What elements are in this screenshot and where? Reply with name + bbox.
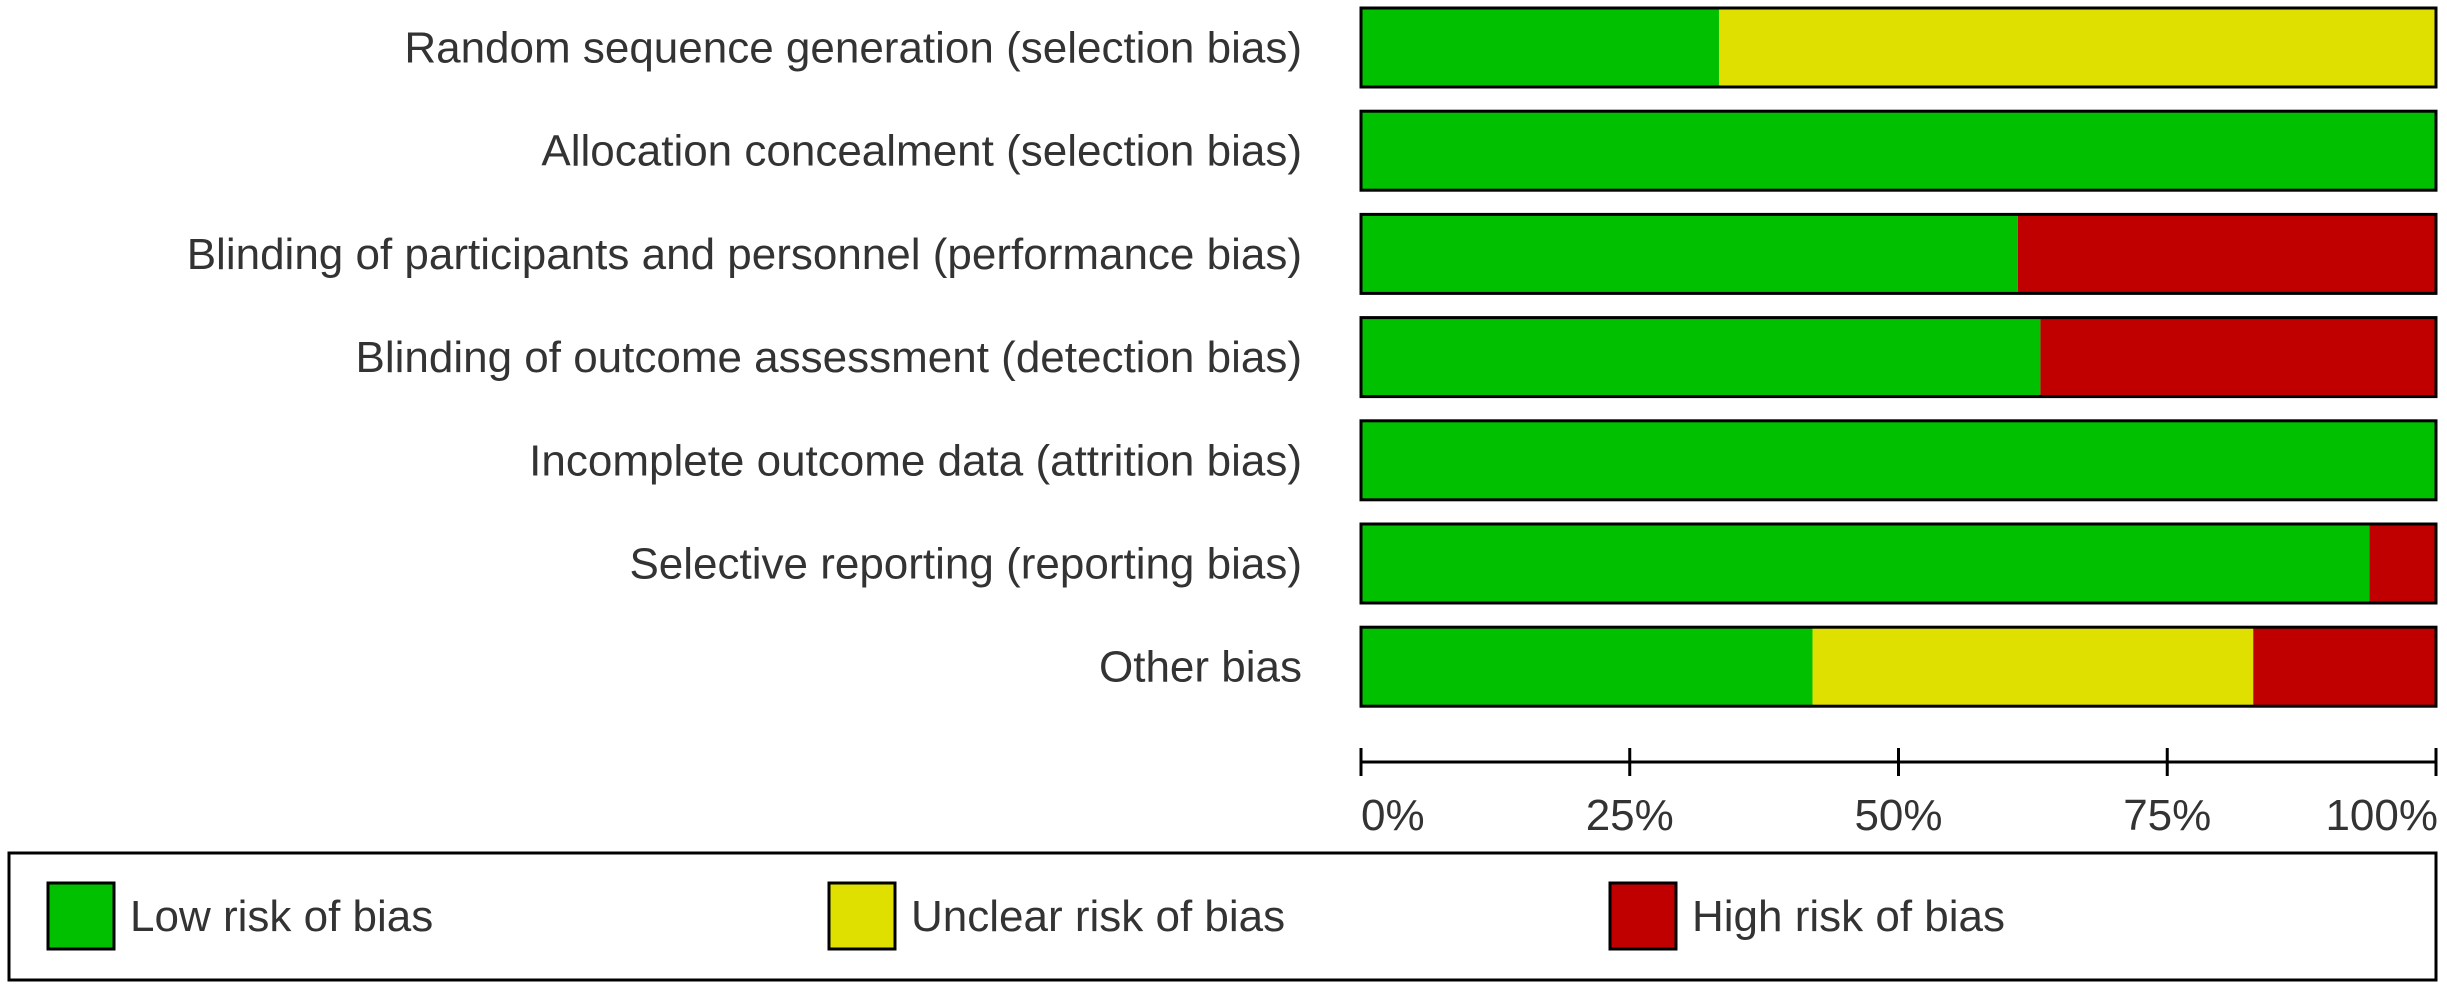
category-labels: Random sequence generation (selection bi… (187, 24, 1302, 692)
bar-segment-3-high (2017, 214, 2436, 294)
bar-segment-6-low (1361, 524, 2370, 603)
bar-segment-1-unclear (1718, 8, 2436, 87)
legend-label-low: Low risk of bias (130, 892, 433, 941)
x-tick-label-100: 100% (2325, 791, 2438, 840)
legend-swatch-unclear (827, 881, 897, 951)
bar-segment-5-low (1361, 420, 2436, 500)
category-label-1: Random sequence generation (selection bi… (404, 24, 1302, 73)
bar-segment-1-low (1361, 8, 1719, 87)
bar-segment-3-low (1361, 214, 2018, 294)
x-tick-label-75: 75% (2123, 791, 2211, 840)
bar-outline-1 (1359, 6, 2438, 89)
bar-outline-4 (1359, 316, 2438, 399)
bar-segment-7-high (2253, 627, 2436, 707)
x-tick-label-50: 50% (1854, 791, 1942, 840)
x-axis: 0% 25% 50% 75% 100% (1359, 748, 2438, 840)
bar-outline-2 (1359, 109, 2438, 192)
legend: Low risk of bias Unclear risk of bias High… (7, 851, 2438, 982)
bar-segment-2-low (1361, 111, 2436, 191)
bar-outline-6 (1359, 522, 2438, 605)
x-tick-label-25: 25% (1586, 791, 1674, 840)
category-label-7: Other bias (1099, 643, 1302, 692)
bars-group (1359, 6, 2438, 708)
bar-segment-4-high (2040, 317, 2436, 397)
bar-segment-4-low (1361, 317, 2041, 397)
legend-label-unclear: Unclear risk of bias (911, 892, 1285, 941)
category-label-4: Blinding of outcome assessment (detectio… (356, 333, 1303, 382)
category-label-3: Blinding of participants and personnel (… (187, 230, 1302, 279)
legend-swatch-low (46, 881, 116, 951)
bar-outline-5 (1359, 419, 2438, 502)
bar-segment-7-unclear (1812, 627, 2254, 707)
category-label-5: Incomplete outcome data (attrition bias) (529, 436, 1302, 485)
bar-segment-7-low (1361, 627, 1813, 707)
category-label-2: Allocation concealment (selection bias) (541, 127, 1302, 176)
category-label-6: Selective reporting (reporting bias) (629, 540, 1302, 589)
x-tick-label-0: 0% (1361, 791, 1425, 840)
legend-swatch-high (1608, 881, 1678, 951)
bar-outline-3 (1359, 212, 2438, 295)
bar-segment-6-high (2369, 524, 2436, 603)
bar-outline-7 (1359, 625, 2438, 708)
legend-label-high: High risk of bias (1692, 892, 2005, 941)
legend-box (7, 851, 2438, 982)
